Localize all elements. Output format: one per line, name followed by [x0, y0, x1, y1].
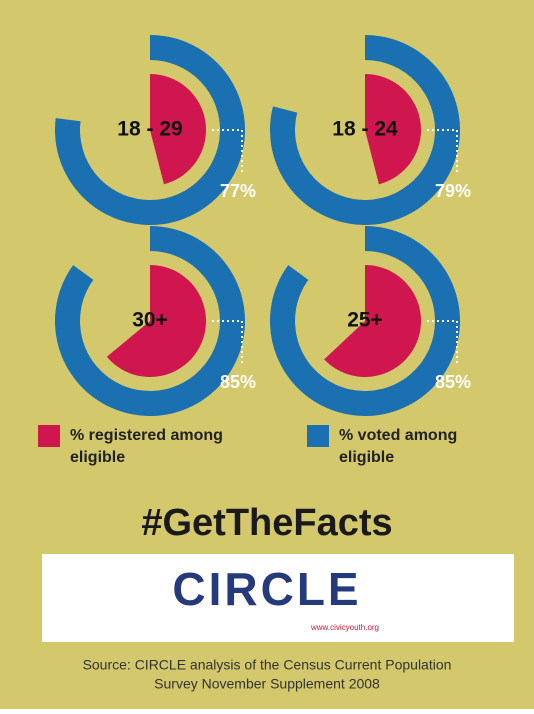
legend-swatch — [307, 425, 329, 447]
donut-label: 25+ — [347, 309, 383, 332]
registered-pie — [365, 74, 422, 185]
value-label: 85% — [220, 372, 256, 392]
hashtag: #GetTheFacts — [141, 502, 392, 544]
legend-label: % registered among eligible — [70, 427, 223, 466]
logo-url: www.civicyouth.org — [310, 623, 379, 632]
value-label: 77% — [220, 181, 256, 201]
value-label: 85% — [435, 372, 471, 392]
logo-text: CIRCLE — [172, 563, 361, 615]
source: Source: CIRCLE analysis of the Census Cu… — [83, 657, 452, 673]
source: Survey November Supplement 2008 — [154, 676, 380, 692]
donut-label: 18 - 29 — [117, 118, 182, 141]
leader-line — [212, 320, 243, 363]
donut-label: 18 - 24 — [332, 118, 398, 141]
registered-pie — [324, 265, 421, 377]
registered-pie — [150, 74, 207, 185]
legend-swatch — [38, 425, 60, 447]
registered-pie — [106, 265, 206, 377]
leader-line — [427, 320, 458, 363]
leader-line — [212, 129, 243, 172]
leader-line — [427, 129, 458, 172]
value-label: 79% — [435, 181, 471, 201]
legend-label: % voted among eligible — [339, 427, 457, 466]
logo-box — [42, 554, 514, 642]
donut-label: 30+ — [132, 309, 168, 332]
